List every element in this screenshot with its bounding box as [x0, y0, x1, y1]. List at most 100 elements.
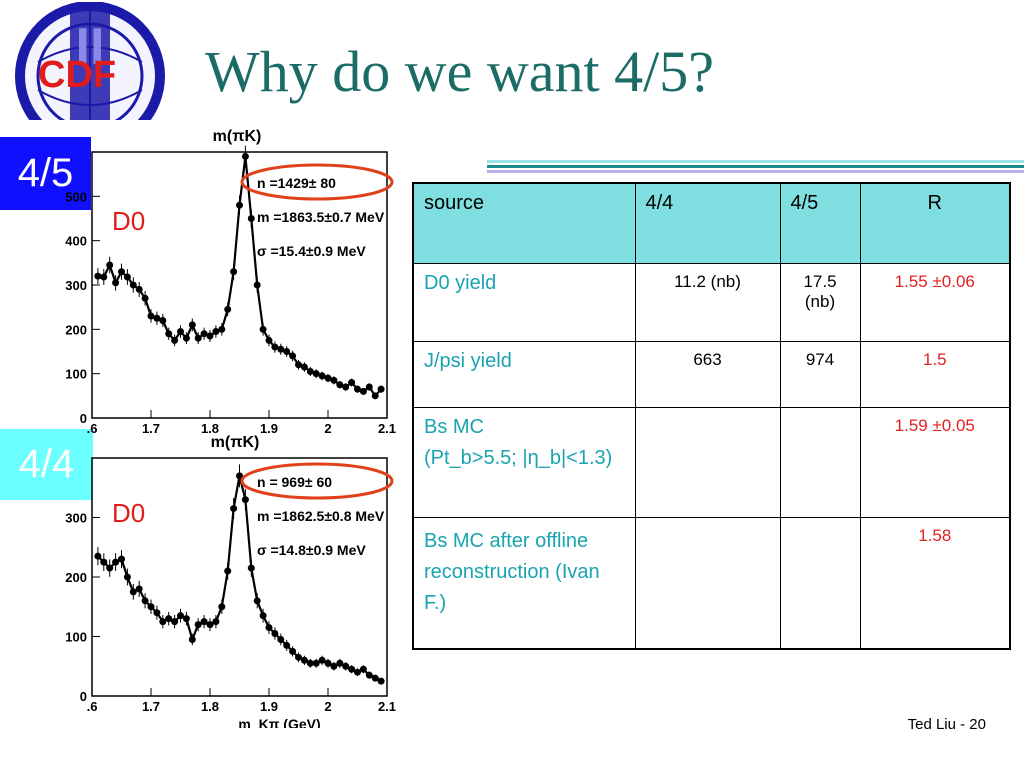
data-point [129, 588, 137, 596]
y-tick-label: 0 [80, 689, 87, 704]
data-point [241, 496, 249, 504]
data-point [141, 294, 149, 302]
data-point [259, 612, 267, 620]
y-tick-label: 0 [80, 411, 87, 426]
data-point [165, 330, 173, 338]
data-point [271, 343, 279, 351]
data-point [159, 618, 167, 626]
x-axis-label: m_Kπ (GeV) [238, 716, 320, 728]
cell-r: 1.5 [859, 340, 1011, 408]
y-tick-label: 200 [65, 322, 87, 337]
data-point [359, 665, 367, 673]
data-point [153, 609, 161, 617]
cell-source-line: (Pt_b>5.5; |η_b|<1.3) [424, 446, 613, 469]
data-point [253, 597, 261, 605]
decor-line-dark [487, 165, 1024, 168]
data-point [94, 272, 102, 280]
data-point [324, 374, 332, 382]
data-point [306, 659, 314, 667]
data-point [324, 659, 332, 667]
table-row: J/psi yield 663 974 1.5 [412, 340, 1011, 408]
data-point [312, 659, 320, 667]
cell-r: 1.55 ±0.06 [859, 262, 1011, 342]
data-point [354, 668, 361, 676]
header-4-4: 4/4 [634, 182, 781, 264]
cell-4-4 [634, 406, 781, 518]
data-point [118, 268, 125, 276]
data-point [212, 618, 220, 626]
fit-curve [97, 156, 382, 398]
data-point [283, 641, 291, 649]
data-point [312, 370, 320, 378]
badge-4-5: 4/5 [0, 137, 91, 210]
data-point [306, 367, 314, 375]
logo-roman: II [76, 18, 105, 76]
data-point [218, 603, 226, 611]
cell-r: 1.59 ±0.05 [859, 406, 1011, 518]
data-point [300, 656, 308, 664]
data-point [129, 281, 137, 289]
data-point [336, 659, 344, 667]
data-point [212, 328, 220, 336]
data-point [188, 321, 196, 329]
decor-line-lavender [487, 170, 1024, 173]
data-point [277, 345, 285, 353]
data-point [218, 325, 226, 333]
data-point [371, 674, 379, 682]
cell-r: 1.58 [859, 516, 1011, 650]
slide-title: Why do we want 4/5? [205, 39, 714, 104]
x-tick-label: 1.7 [142, 699, 160, 714]
data-point [259, 325, 267, 333]
comparison-table: source 4/4 4/5 R D0 yield 11.2 (nb) 17.5… [412, 182, 1011, 650]
data-point [377, 677, 385, 685]
data-point [135, 285, 143, 293]
data-point [135, 585, 143, 593]
highlight-ellipse [240, 462, 394, 500]
data-point [200, 618, 208, 626]
data-point [206, 621, 214, 629]
data-point [230, 268, 238, 276]
data-point [318, 372, 326, 380]
data-point [200, 330, 208, 338]
data-point [365, 383, 373, 391]
channel-label: D0 [112, 498, 145, 528]
fit-annotation: n =1429± 80 [257, 175, 336, 191]
y-tick-label: 100 [65, 367, 87, 382]
data-point [106, 261, 114, 269]
y-tick-label: 300 [65, 278, 87, 293]
badge-4-4: 4/4 [0, 429, 93, 500]
plot-title: m(πK) [211, 434, 260, 451]
x-tick-label: 1.9 [260, 421, 278, 436]
plot-title: m(πK) [213, 128, 262, 145]
data-point [342, 662, 350, 670]
data-point [330, 376, 338, 384]
data-point [265, 624, 273, 632]
data-point [147, 603, 155, 611]
data-point [171, 618, 179, 626]
data-point [359, 387, 367, 395]
y-tick-label: 500 [65, 189, 87, 204]
data-point [123, 273, 131, 281]
data-point [165, 615, 173, 623]
table-row: Bs MC (Pt_b>5.5; |η_b|<1.3) 1.59 ±0.05 [412, 406, 1011, 518]
data-point [348, 665, 356, 673]
table-row: Bs MC after offline reconstruction (Ivan… [412, 516, 1011, 650]
x-tick-label: .6 [87, 699, 98, 714]
data-point [253, 281, 261, 289]
fit-annotation: σ =15.4±0.9 MeV [257, 243, 366, 259]
data-point [265, 336, 273, 344]
data-point [194, 334, 202, 342]
data-point [182, 615, 190, 623]
y-tick-label: 400 [65, 234, 87, 249]
data-point [147, 312, 155, 320]
data-point [171, 336, 179, 344]
cdf-logo: II [15, 2, 165, 120]
data-point [348, 379, 356, 387]
data-point [289, 647, 297, 655]
channel-label: D0 [112, 206, 145, 236]
cell-source: Bs MC (Pt_b>5.5; |η_b|<1.3) [412, 406, 636, 518]
data-point [224, 567, 232, 575]
fit-annotation: σ =14.8±0.9 MeV [257, 542, 366, 558]
x-tick-label: .6 [87, 421, 98, 436]
cell-source: D0 yield [412, 262, 636, 342]
